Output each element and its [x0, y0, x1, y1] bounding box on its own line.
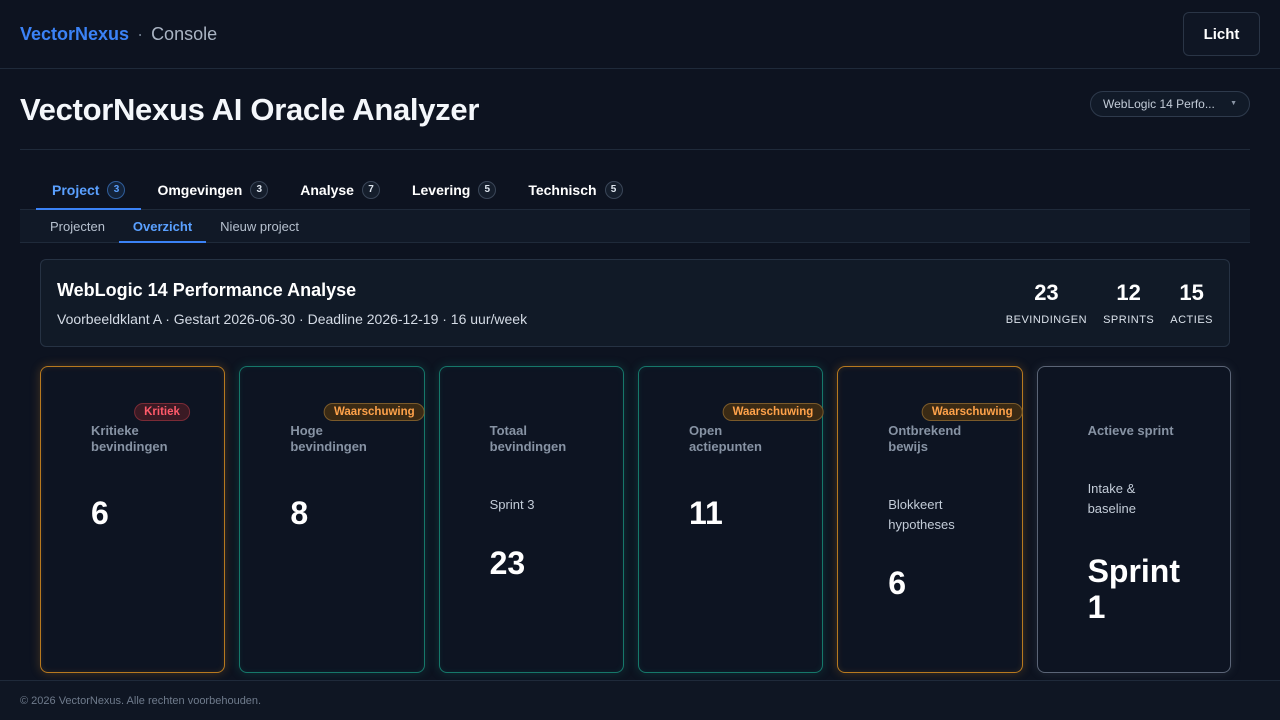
subtab-overzicht[interactable]: Overzicht [118, 210, 207, 243]
tab-label: Project [52, 181, 100, 198]
status-badge: Waarschuwing [722, 403, 824, 421]
tab-count-badge: 7 [361, 180, 380, 199]
tab-count-badge: 5 [478, 180, 497, 199]
kpi-label: Totaal bevindingen [489, 423, 567, 454]
tab-levering[interactable]: Levering 5 [396, 170, 512, 209]
tab-omgevingen[interactable]: Omgevingen 3 [141, 170, 284, 209]
subtab-projecten[interactable]: Projecten [50, 218, 105, 234]
brand[interactable]: VectorNexus · Console [20, 24, 217, 45]
project-summary-panel: WebLogic 14 Performance Analyse Voorbeel… [40, 259, 1230, 347]
top-bar: VectorNexus · Console Licht [0, 0, 1280, 69]
kpi-subtitle: Intake & baseline [1087, 481, 1136, 516]
stat-value: 23 [1034, 280, 1059, 305]
stat-acties: 15 ACTIES [1170, 280, 1213, 326]
kpi-label: Ontbrekend bewijs [888, 423, 962, 454]
kpi-label: Actieve sprint [1087, 423, 1174, 438]
tab-label: Technisch [528, 181, 597, 198]
kpi-card-actieve-sprint[interactable]: Actieve sprint Intake & baseline Sprint … [1036, 366, 1231, 673]
kpi-card-ontbrekend-bewijs[interactable]: Waarschuwing Ontbrekend bewijs Blokkeert… [837, 366, 1023, 673]
theme-toggle-button[interactable]: Licht [1183, 12, 1260, 56]
project-select[interactable]: WebLogic 14 Perfo... ▼ [1090, 90, 1250, 117]
stat-value: 12 [1116, 280, 1141, 305]
stat-label: ACTIES [1170, 314, 1213, 326]
tab-technisch[interactable]: Technisch 5 [512, 170, 638, 209]
status-badge: Waarschuwing [921, 403, 1023, 421]
tab-label: Analyse [300, 181, 354, 198]
kpi-subtitle: Blokkeert hypotheses [888, 497, 955, 532]
tab-count-badge: 3 [107, 180, 126, 199]
subtab-nieuw-project[interactable]: Nieuw project [220, 218, 299, 234]
sub-tabs: Projecten Overzicht Nieuw project [20, 210, 1250, 243]
stat-bevindingen: 23 BEVINDINGEN [1006, 280, 1087, 326]
project-title: WebLogic 14 Performance Analyse [57, 279, 357, 300]
project-stats: 23 BEVINDINGEN 12 SPRINTS 15 ACTIES [1006, 280, 1213, 326]
tab-label: Levering [411, 181, 471, 198]
kpi-card-open-actiepunten[interactable]: Waarschuwing Open actiepunten 11 [637, 366, 824, 673]
kpi-label: Open actiepunten [688, 423, 762, 454]
status-badge: Waarschuwing [323, 403, 425, 421]
kpi-card-totaal-bevindingen[interactable]: Totaal bevindingen Sprint 3 23 [438, 366, 624, 673]
chevron-down-icon: ▼ [1230, 100, 1237, 107]
page-title: VectorNexus AI Oracle Analyzer [20, 91, 480, 127]
stat-label: BEVINDINGEN [1005, 314, 1088, 326]
main-tabs: Project 3 Omgevingen 3 Analyse 7 Leverin… [20, 170, 1250, 210]
kpi-cards: Kritiek Kritieke bevindingen 6 Waarschuw… [40, 366, 1231, 673]
tab-analyse[interactable]: Analyse 7 [284, 170, 396, 209]
stat-label: SPRINTS [1103, 314, 1155, 326]
brand-section: Console [151, 23, 218, 44]
tab-project[interactable]: Project 3 [36, 170, 142, 210]
kpi-value: Sprint 1 [1087, 553, 1180, 625]
stat-sprints: 12 SPRINTS [1103, 280, 1154, 326]
kpi-value: 11 [688, 495, 723, 531]
kpi-value: 6 [888, 565, 907, 601]
stat-value: 15 [1179, 280, 1204, 305]
kpi-value: 6 [91, 495, 109, 531]
page-heading-row: VectorNexus AI Oracle Analyzer WebLogic … [20, 70, 1250, 150]
tab-count-badge: 5 [604, 180, 623, 199]
project-select-value: WebLogic 14 Perfo... [1103, 96, 1215, 111]
brand-separator: · [137, 23, 144, 44]
footer: © 2026 VectorNexus. Alle rechten voorbeh… [0, 680, 1280, 720]
project-meta: Voorbeeldklant A · Gestart 2026-06-30 · … [57, 310, 528, 327]
kpi-card-hoge-bevindingen[interactable]: Waarschuwing Hoge bevindingen 8 [239, 366, 425, 673]
kpi-card-kritieke-bevindingen[interactable]: Kritiek Kritieke bevindingen 6 [40, 366, 226, 673]
kpi-subtitle: Sprint 3 [489, 497, 535, 512]
status-badge: Kritiek [134, 403, 190, 421]
kpi-label: Kritieke bevindingen [91, 423, 168, 454]
brand-name[interactable]: VectorNexus [20, 23, 130, 44]
kpi-value: 23 [489, 545, 526, 581]
kpi-label: Hoge bevindingen [290, 423, 367, 454]
tab-label: Omgevingen [157, 181, 243, 198]
tab-count-badge: 3 [250, 180, 269, 199]
kpi-value: 8 [290, 495, 309, 531]
project-summary-info: WebLogic 14 Performance Analyse Voorbeel… [57, 280, 527, 327]
